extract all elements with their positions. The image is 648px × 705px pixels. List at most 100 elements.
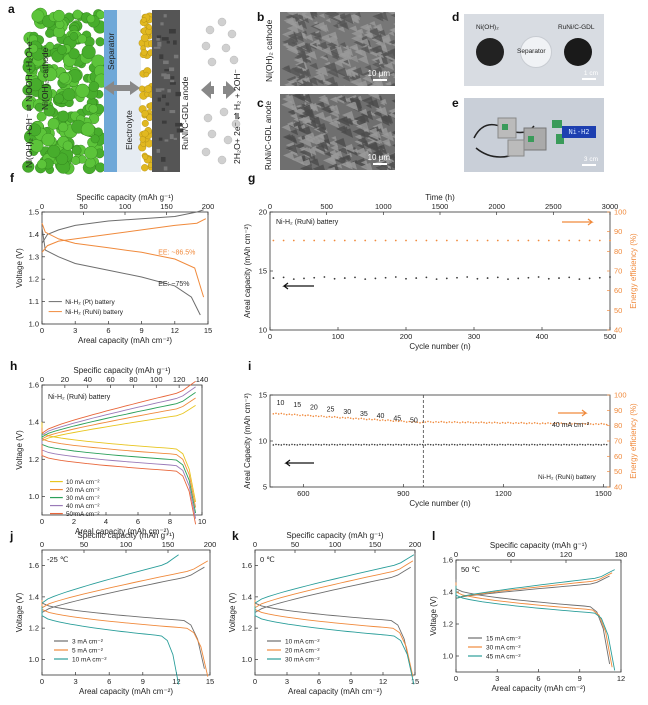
sem-grain: [355, 80, 368, 86]
efficiency-point: [560, 422, 563, 424]
sphere-particle: [62, 87, 76, 101]
sem-grain: [299, 94, 312, 104]
sem-grain: [394, 118, 395, 119]
sphere-particle: [90, 134, 100, 144]
efficiency-point: [275, 412, 277, 415]
efficiency-point: [504, 422, 507, 424]
sphere-particle: [28, 43, 38, 54]
charge-curve: [455, 575, 610, 599]
gdl-fiber: [163, 166, 168, 171]
x-tick-label: 3: [495, 674, 499, 683]
efficiency-point: [477, 421, 480, 424]
sem-grain: [300, 115, 312, 125]
sem-grain: [342, 75, 351, 82]
efficiency-point: [486, 239, 489, 242]
x-tick-label: 9: [578, 674, 582, 683]
x-axis-label: Cycle number (n): [409, 499, 471, 508]
x-tick-label: 1500: [595, 489, 612, 498]
y-tick-label: 1.4: [29, 418, 39, 427]
efficiency-point: [381, 419, 384, 421]
charge-curve: [41, 554, 179, 604]
sem-grain: [282, 37, 297, 49]
capacity-point: [323, 443, 325, 446]
capacity-point: [501, 443, 504, 446]
sphere-particle: [58, 72, 70, 84]
sphere-particle: [55, 152, 69, 165]
chart-h: 0 2 4 6 8 10 1.0 1.2 1.4 1.6 Areal capacity (mAh c…: [15, 366, 208, 536]
sem-grain: [287, 109, 296, 116]
capacity-point: [459, 443, 461, 446]
sem-grain: [360, 45, 370, 54]
plot-frame: [254, 549, 416, 676]
legend-label: 30 mA cm⁻²: [285, 657, 320, 664]
efficiency-point: [325, 416, 328, 418]
efficiency-point: [352, 417, 355, 420]
bubble: [221, 43, 231, 53]
sem-grain: [296, 68, 304, 74]
capacity-point: [476, 277, 479, 280]
efficiency-point: [405, 421, 408, 423]
efficiency-point: [445, 421, 448, 424]
sem-grain: [290, 13, 300, 21]
sem-grain: [393, 101, 395, 103]
x-tick-label: 12: [617, 674, 625, 683]
legend-label: Ni-H₂ (RuNi) battery: [538, 474, 597, 481]
sem-grain: [324, 151, 332, 157]
sem-grain: [285, 144, 298, 154]
x-tick-label: 9: [140, 326, 144, 335]
sem-grain: [316, 141, 329, 151]
capacity-point: [360, 444, 363, 446]
sem-grain: [357, 55, 369, 65]
scale-bar-c: 10 μm: [367, 153, 390, 162]
capacity-point: [557, 443, 560, 446]
capacity-point: [336, 444, 339, 446]
efficiency-point: [296, 414, 299, 416]
y2-tick-label: 90: [614, 406, 622, 415]
top-tick-label: 2000: [488, 202, 505, 211]
capacity-point: [320, 444, 323, 446]
efficiency-point: [496, 421, 499, 424]
gdl-fiber: [161, 73, 167, 77]
sem-grain: [300, 164, 313, 170]
x-tick-label: 500: [604, 332, 617, 341]
sem-grain: [372, 12, 384, 22]
capacity-point: [365, 443, 368, 446]
arrow-right-axis: [558, 409, 588, 417]
sem-grain: [391, 112, 395, 115]
sem-grain: [313, 32, 322, 39]
sem-grain: [388, 39, 395, 46]
gdl-fiber: [161, 120, 167, 124]
efficiency-point: [547, 422, 549, 424]
efficiency-point: [331, 416, 333, 419]
sphere-particle: [30, 139, 44, 153]
sem-grain: [394, 133, 395, 135]
capacity-point: [578, 278, 581, 281]
efficiency-point: [515, 421, 517, 424]
sem-grain: [369, 21, 377, 27]
sphere-particle: [31, 9, 45, 23]
capacity-point: [445, 443, 448, 446]
efficiency-point: [527, 239, 530, 242]
capacity-point: [549, 443, 552, 446]
efficiency-point: [288, 413, 291, 415]
sem-grain: [325, 76, 336, 85]
runi-particle: [144, 85, 152, 93]
sem-grain: [322, 54, 329, 59]
sem-grain: [318, 13, 326, 19]
efficiency-point: [320, 415, 323, 417]
capacity-point: [424, 444, 427, 446]
sem-grain: [337, 56, 352, 68]
panel-label-i: i: [248, 359, 251, 373]
sem-grain: [393, 23, 395, 25]
sphere-particle: [75, 83, 90, 98]
efficiency-point: [456, 421, 459, 424]
capacity-point: [573, 443, 576, 446]
y2-tick-label: 50: [614, 467, 622, 476]
x-axis-label: Areal capacity (mAh cm⁻²): [75, 527, 169, 536]
plot-frame: [41, 549, 211, 676]
gdl-fiber: [163, 74, 171, 80]
top-tick-label: 0: [40, 375, 44, 384]
y-tick-label: 1.4: [242, 592, 252, 601]
efficiency-point: [313, 239, 316, 242]
